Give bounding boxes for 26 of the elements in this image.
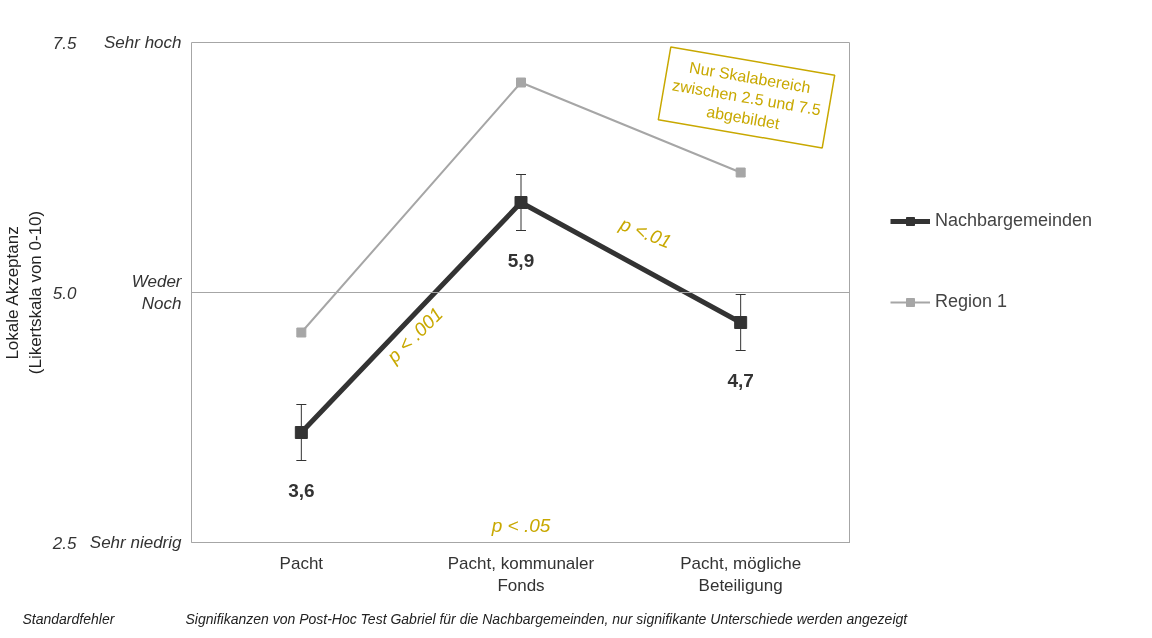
x-tick-label: Pacht [279, 553, 324, 573]
legend-label: Region 1 [935, 291, 1008, 312]
annotation: p < .05 [490, 514, 551, 536]
text: Standardfehler [22, 610, 116, 627]
text: Sehr hoch [104, 33, 182, 52]
y-axis-title: Lokale Akzeptanz (Likertskala von 0-10) [3, 210, 45, 375]
point [516, 77, 526, 88]
point [735, 167, 746, 178]
point [734, 316, 748, 329]
annotation: Nur Skalabereich zwischen 2.5 und 7.5 abgebildet [670, 58, 823, 133]
point [514, 196, 528, 209]
text: Signifikanzen von Post-Hoc Test Gabriel für die Nachbargemeinden, nur signifikante Unterschiede werden angezeigt [185, 610, 909, 627]
x-tick-label: Pacht, mögliche Beteiligung [680, 553, 802, 596]
text: Sehr niedrig [89, 533, 183, 552]
point [296, 327, 307, 338]
y-tick-label: 7.5 [52, 33, 78, 53]
x-tick-label: Pacht, kommunaler Fonds [447, 553, 595, 596]
y-tick-label: 2.5 [51, 533, 78, 553]
data-label: 5,9 [507, 249, 535, 271]
legend-label: Nachbargemeinden [935, 210, 1093, 231]
annotation: p <.01 [616, 212, 675, 253]
data-label: 3,6 [288, 479, 315, 501]
text: Weder Noch [131, 271, 183, 314]
data-label: 4,7 [727, 369, 754, 391]
y-tick-label: 5.0 [52, 283, 78, 303]
point [294, 426, 308, 439]
